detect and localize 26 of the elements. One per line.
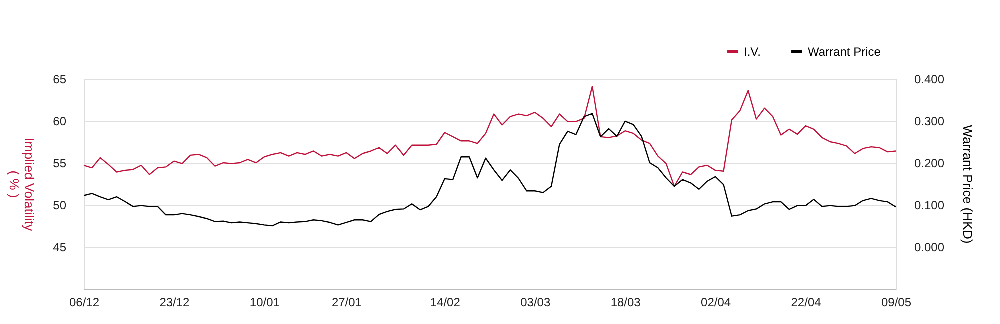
x-tick-label: 06/12 [69, 296, 100, 310]
line-series [83, 113, 897, 227]
x-tick-label: 27/01 [332, 296, 362, 310]
legend-label: Warrant Price [808, 45, 882, 59]
y-tick-label: 45 [53, 240, 67, 254]
y-axis-title: Implied Volatility ( % ) [7, 138, 38, 232]
y2-tick-label: 0.400 [914, 72, 945, 86]
y-tick-label: 60 [53, 114, 67, 128]
x-tick-label: 02/04 [701, 296, 732, 310]
y-tick-label: 50 [53, 198, 67, 212]
x-tick-label: 22/04 [791, 296, 822, 310]
y-tick-label: 65 [53, 72, 67, 86]
x-tick-label: 23/12 [160, 296, 190, 310]
y2-axis-title: Warrant Price (HKD) [960, 125, 976, 244]
x-tick-label: 09/05 [881, 296, 912, 310]
x-tick-label: 10/01 [250, 296, 280, 310]
y2-tick-label: 0.200 [914, 156, 945, 170]
y2-tick-label: 0.300 [914, 114, 945, 128]
y2-tick-label: 0.100 [914, 198, 945, 212]
x-tick-label: 03/03 [520, 296, 551, 310]
x-tick-label: 14/02 [430, 296, 461, 310]
y-tick-label: 55 [53, 156, 67, 170]
x-tick-label: 18/03 [610, 296, 642, 310]
line-series [83, 86, 897, 188]
legend-label: I.V. [744, 45, 761, 59]
y2-tick-label: 0.000 [914, 240, 945, 254]
